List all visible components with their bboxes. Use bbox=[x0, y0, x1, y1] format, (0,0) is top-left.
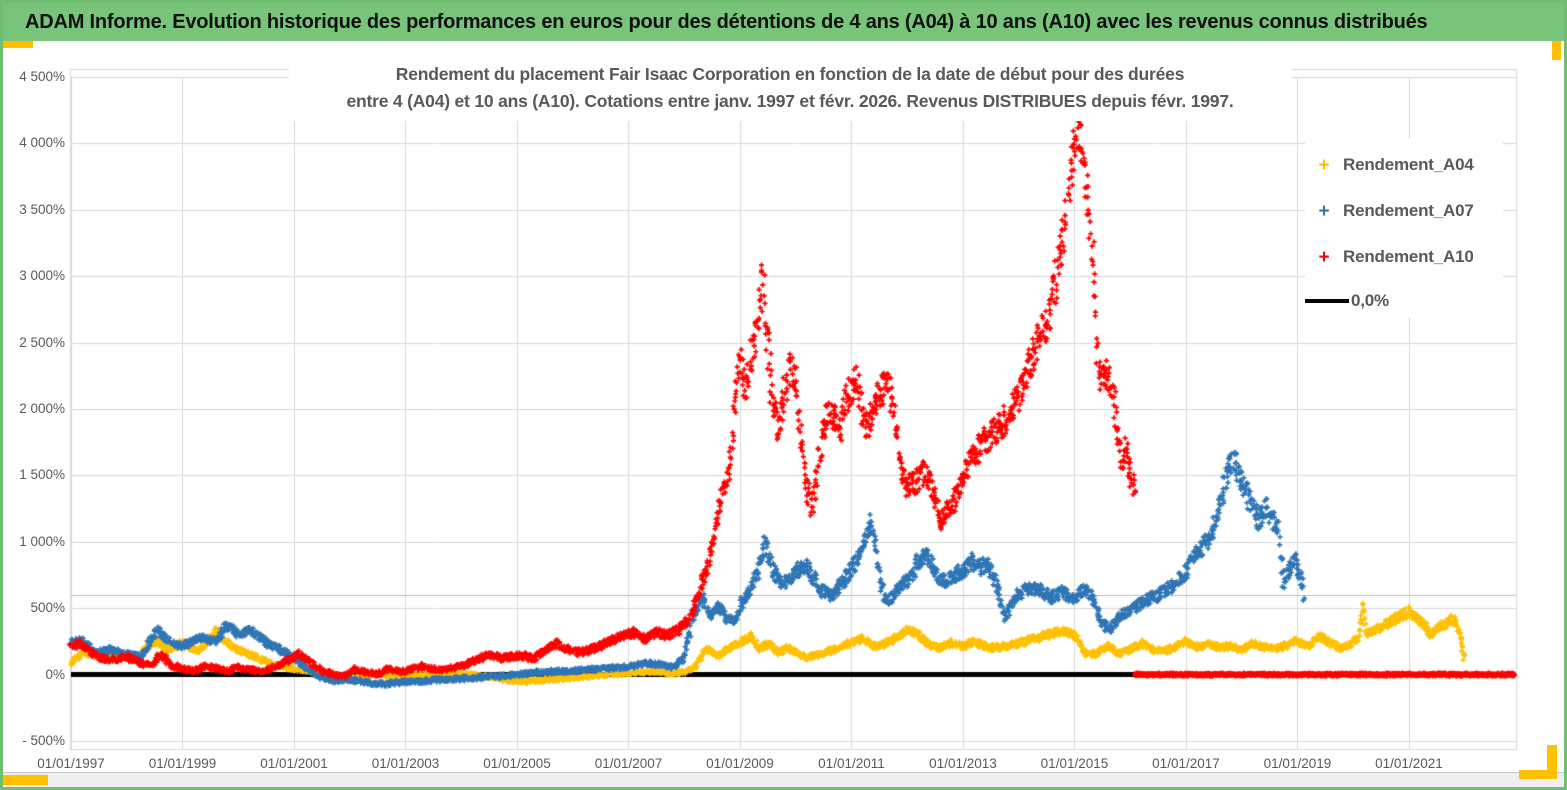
y-axis-tick-label: 1 000% bbox=[19, 533, 65, 549]
x-axis-tick-label: 01/01/1997 bbox=[37, 756, 105, 771]
y-axis-tick-label: 3 000% bbox=[19, 268, 65, 284]
x-axis-tick-label: 01/01/2003 bbox=[371, 756, 440, 771]
x-axis-tick-label: 01/01/2011 bbox=[818, 756, 885, 771]
y-axis-tick-label: 1 500% bbox=[19, 467, 65, 483]
chart-title-line1: Rendement du placement Fair Isaac Corpor… bbox=[395, 64, 1185, 84]
y-axis-tick-label: 2 500% bbox=[19, 334, 65, 350]
x-axis-tick-label: 01/01/1999 bbox=[148, 756, 217, 771]
x-axis-tick-label: 01/01/2001 bbox=[260, 756, 328, 771]
plus-marker-icon: + bbox=[1318, 200, 1330, 222]
y-axis-tick-label: - 500% bbox=[22, 733, 65, 748]
legend-label: Rendement_A10 bbox=[1343, 247, 1474, 266]
legend-label: 0,0% bbox=[1351, 291, 1389, 310]
y-axis-tick-label: 500% bbox=[30, 600, 65, 616]
x-axis-tick-label: 01/01/2019 bbox=[1263, 756, 1332, 771]
legend-item-zero-line: 0,0% bbox=[1305, 287, 1389, 315]
legend-item-a04: + Rendement_A04 bbox=[1305, 151, 1474, 179]
x-axis-tick-label: 01/01/2013 bbox=[929, 756, 997, 771]
chart-title-line2: entre 4 (A04) et 10 ans (A10). Cotations… bbox=[346, 91, 1234, 111]
plus-marker-icon: + bbox=[1318, 154, 1330, 176]
x-axis-tick-label: 01/01/2017 bbox=[1152, 756, 1220, 771]
legend-label: Rendement_A04 bbox=[1343, 155, 1474, 174]
legend-item-a10: + Rendement_A10 bbox=[1305, 243, 1474, 271]
x-axis-tick-label: 01/01/2007 bbox=[594, 756, 663, 771]
y-axis-tick-label: 4 000% bbox=[19, 135, 65, 151]
y-axis-tick-label: 0% bbox=[45, 666, 65, 682]
legend-label: Rendement_A07 bbox=[1343, 201, 1474, 220]
x-axis-tick-label: 01/01/2005 bbox=[483, 756, 551, 771]
zero-line-sample-icon bbox=[1305, 299, 1349, 303]
x-axis-tick-label: 01/01/2009 bbox=[706, 756, 774, 771]
y-axis-tick-label: 2 000% bbox=[19, 401, 65, 416]
y-axis-tick-label: 3 500% bbox=[19, 201, 65, 217]
x-axis-tick-label: 01/01/2021 bbox=[1375, 756, 1443, 771]
legend-item-a07: + Rendement_A07 bbox=[1305, 197, 1474, 225]
plus-marker-icon: + bbox=[1318, 246, 1330, 268]
chart-legend: + Rendement_A04 + Rendement_A07 + Rendem… bbox=[1305, 139, 1503, 317]
chart-title: Rendement du placement Fair Isaac Corpor… bbox=[289, 61, 1291, 121]
x-axis-tick-label: 01/01/2015 bbox=[1040, 756, 1109, 771]
y-axis-tick-label: 4 500% bbox=[19, 69, 65, 84]
scatter-chart-canvas bbox=[3, 3, 1564, 787]
